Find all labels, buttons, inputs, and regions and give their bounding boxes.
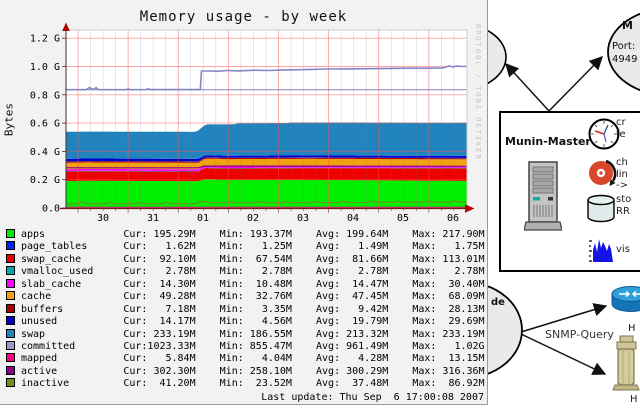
legend-swatch [6, 378, 15, 388]
legend-row-text: swap Cur: 233.19M Min: 186.55M Avg: 213.… [21, 328, 485, 340]
legend-row-text: committed Cur:1023.33M Min: 855.47M Avg:… [21, 340, 485, 352]
x-tick-label: 31 [147, 213, 159, 224]
arrow-master-to-left-node [505, 63, 550, 112]
legend-row: unused Cur: 14.17M Min: 4.56M Avg: 19.79… [6, 316, 485, 328]
memory-usage-chart: 0.0 0.2 G 0.4 G 0.6 G 0.8 G 1.0 G 1.2 G 30 31 01 0… [30, 22, 475, 224]
legend-row: mapped Cur: 5.84M Min: 4.04M Avg: 4.28M … [6, 353, 485, 365]
node-right-port-label: Port: [612, 41, 636, 52]
bar-chart-icon [589, 239, 613, 262]
legend-swatch [6, 291, 15, 301]
legend-row-text: inactive Cur: 41.20M Min: 23.52M Avg: 37… [21, 378, 485, 390]
rrdtool-watermark: RRDTOOL / TOBI OETIKER [474, 24, 482, 161]
area-slab_cache [66, 165, 467, 172]
legend-swatch [6, 328, 15, 338]
legend-row: cache Cur: 49.28M Min: 32.76M Avg: 47.45… [6, 291, 485, 303]
area-page_tables [66, 157, 467, 162]
legend-row: buffers Cur: 7.18M Min: 3.35M Avg: 9.42M… [6, 303, 485, 316]
legend-swatch [6, 303, 15, 313]
node-right-port-value: 4949 [612, 54, 638, 65]
munin-graph-panel: 0.0 0.2 G 0.4 G 0.6 G 0.8 G 1.0 G 1.2 G 30 31 01 0… [0, 0, 488, 405]
x-tick-label: 03 [297, 213, 309, 224]
host-tower-icon [612, 335, 640, 391]
x-tick-label: 05 [397, 213, 409, 224]
database-icon [587, 194, 615, 223]
legend-row: page_tables Cur: 1.62M Min: 1.25M Avg: 1… [6, 241, 485, 253]
line-active [66, 165, 468, 169]
y-tick-label: 1.0 G [30, 62, 60, 73]
y-axis-label: Bytes [2, 102, 16, 137]
chart-title: Memory usage - by week [139, 9, 348, 25]
legend-row-text: apps Cur: 195.29M Min: 193.37M Avg: 199.… [21, 229, 485, 240]
legend-swatch [6, 278, 15, 288]
legend-swatch [6, 340, 15, 350]
area-vmalloc_used [66, 167, 467, 172]
node-ellipse-top-right [607, 12, 640, 92]
x-tick-label: 04 [347, 213, 359, 224]
legend-swatch [6, 241, 15, 251]
legend-row: inactive Cur: 41.20M Min: 23.52M Avg: 37… [6, 378, 485, 390]
arrow-node-to-router [520, 303, 608, 333]
legend-swatch [6, 353, 15, 363]
legend-swatch [6, 253, 15, 263]
x-tick-label: 02 [247, 213, 259, 224]
y-tick-label: 0.0 [42, 204, 60, 215]
task-fragment-limits: ch lin -> [616, 157, 628, 191]
legend-swatch [6, 229, 15, 238]
legend-row-text: mapped Cur: 5.84M Min: 4.04M Avg: 4.28M … [21, 353, 485, 365]
legend-row-text: page_tables Cur: 1.62M Min: 1.25M Avg: 1… [21, 241, 485, 253]
cd-sync-icon [589, 159, 617, 186]
y-tick-label: 0.2 G [30, 175, 60, 186]
munin-master-box: Munin-Master cr fe ch li [499, 111, 640, 272]
legend-row-text: buffers Cur: 7.18M Min: 3.35M Avg: 9.42M… [21, 303, 485, 315]
y-tick-label: 0.4 G [30, 147, 60, 158]
memory-legend: apps Cur: 195.29M Min: 193.37M Avg: 199.… [6, 229, 485, 404]
legend-swatch [6, 365, 15, 375]
task-fragment-cron: cr fe [616, 117, 626, 140]
legend-row-text: cache Cur: 49.28M Min: 32.76M Avg: 47.45… [21, 291, 485, 303]
line-inactive [66, 200, 468, 205]
x-tick-label: 06 [447, 213, 459, 224]
area-apps [66, 179, 467, 208]
area-cache [66, 158, 467, 170]
arrow-master-to-right-node [548, 56, 603, 112]
server-icon [524, 161, 562, 231]
arrow-node-to-host [520, 333, 607, 375]
legend-row-text: active Cur: 302.30M Min: 258.10M Avg: 30… [21, 365, 485, 377]
legend-swatch [6, 316, 15, 326]
area-buffers [66, 157, 467, 163]
x-tick-label: 01 [197, 213, 209, 224]
legend-row-text: vmalloc_used Cur: 2.78M Min: 2.78M Avg: … [21, 266, 485, 278]
munin-master-label: Munin-Master [505, 135, 591, 148]
area-unused [66, 155, 467, 162]
router-icon [611, 286, 640, 312]
line-committed [66, 65, 468, 91]
area-swap [66, 122, 467, 159]
legend-row: vmalloc_used Cur: 2.78M Min: 2.78M Avg: … [6, 266, 485, 278]
y-tick-label: 1.2 G [30, 34, 60, 45]
last-update: Last update: Thu Sep 6 17:00:08 2007 [261, 391, 484, 403]
task-fragment-storage: sto RR [616, 194, 632, 217]
x-tick-label: 30 [97, 213, 109, 224]
legend-row-text: swap_cache Cur: 92.10M Min: 67.54M Avg: … [21, 253, 485, 265]
router-host-label-fragment: H [628, 323, 636, 334]
y-tick-label: 0.8 G [30, 90, 60, 101]
legend-row: committed Cur:1023.33M Min: 855.47M Avg:… [6, 340, 485, 353]
legend-row: active Cur: 302.30M Min: 258.10M Avg: 30… [6, 365, 485, 378]
legend-row: swap_cache Cur: 92.10M Min: 67.54M Avg: … [6, 253, 485, 266]
host-label-fragment: H [630, 394, 638, 405]
legend-row: slab_cache Cur: 14.30M Min: 10.48M Avg: … [6, 278, 485, 291]
legend-row-text: unused Cur: 14.17M Min: 4.56M Avg: 19.79… [21, 316, 485, 328]
legend-row: apps Cur: 195.29M Min: 193.37M Avg: 199.… [6, 229, 485, 241]
area-swap_cache [66, 168, 467, 182]
legend-row-text: slab_cache Cur: 14.30M Min: 10.48M Avg: … [21, 278, 485, 290]
node-bottom-label-fragment: de [491, 297, 505, 308]
y-tick-label: 0.6 G [30, 119, 60, 130]
task-fragment-visualize: vis [616, 244, 630, 255]
legend-row: swap Cur: 233.19M Min: 186.55M Avg: 213.… [6, 328, 485, 341]
legend-swatch [6, 266, 15, 276]
snmp-query-label: SNMP-Query [545, 328, 614, 341]
node-right-title-fragment: M [622, 19, 633, 32]
clock-icon [588, 118, 620, 150]
